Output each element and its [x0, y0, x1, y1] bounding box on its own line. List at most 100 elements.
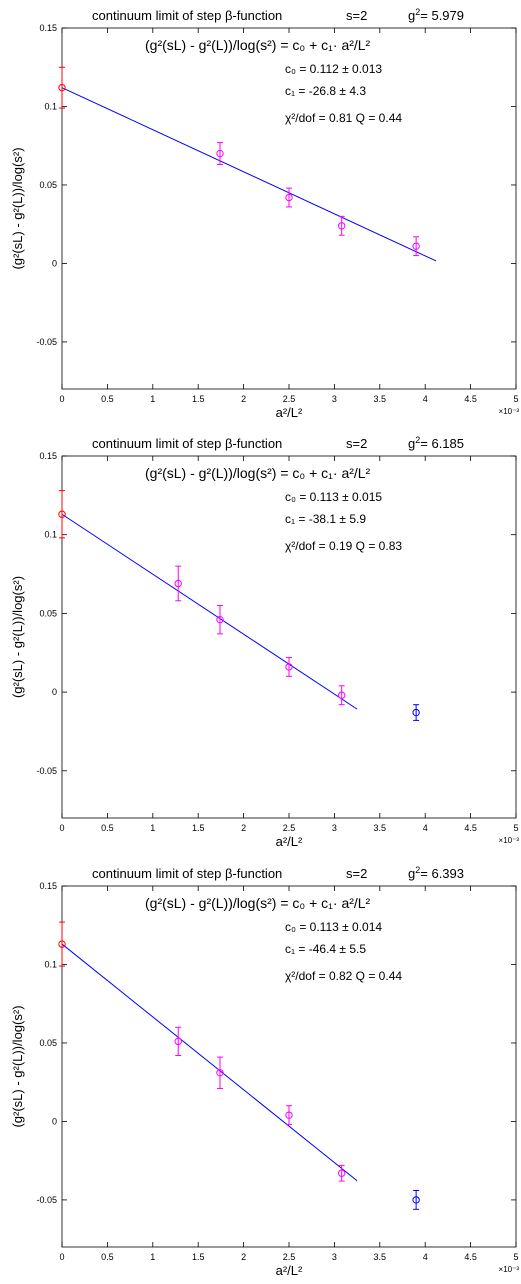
chart-title: continuum limit of step β-function — [92, 866, 282, 881]
chart-title: continuum limit of step β-function — [92, 436, 282, 451]
y-tick-label: -0.05 — [36, 337, 57, 347]
x-tick-label: 3 — [332, 823, 337, 833]
fitted-point — [337, 1164, 346, 1182]
data-marker — [412, 1196, 420, 1204]
x-tick-label: 0.5 — [101, 823, 114, 833]
x-tick-label: 2.5 — [283, 1252, 296, 1262]
x-tick-label: 4.5 — [464, 394, 477, 404]
y-tick-label: 0.05 — [39, 608, 57, 618]
s-label: s=2 — [346, 866, 367, 881]
x-tick-label: 3.5 — [374, 1252, 387, 1262]
fit-chi2: χ²/dof = 0.82 Q = 0.44 — [285, 969, 402, 983]
x-tick-label: 0.5 — [101, 1252, 114, 1262]
excluded-point — [412, 704, 420, 721]
x-axis-label: a²/L² — [276, 834, 303, 849]
x-axis-label: a²/L² — [276, 1263, 303, 1278]
x-tick-label: 1 — [150, 1252, 155, 1262]
y-axis-label: (g²(sL) - g²(L))/log(s²) — [10, 147, 25, 269]
x-tick-label: 1 — [150, 394, 155, 404]
y-tick-label: -0.05 — [36, 766, 57, 776]
x-tick-label: 2 — [241, 823, 246, 833]
data-marker — [216, 149, 224, 158]
x-multiplier: ×10⁻³ — [499, 407, 520, 416]
data-marker — [337, 222, 346, 230]
data-marker — [58, 940, 66, 948]
x-tick-label: 4 — [423, 1252, 428, 1262]
x-tick-label: 4 — [423, 394, 428, 404]
fit-formula: (g²(sL) - g²(L))/log(s²) = c₀ + c₁· a²/L… — [145, 37, 371, 53]
data-marker — [337, 691, 346, 699]
x-tick-label: 2.5 — [283, 394, 296, 404]
x-tick-label: 0.5 — [101, 394, 114, 404]
x-tick-label: 1.5 — [192, 823, 205, 833]
fitted-point — [174, 1026, 182, 1057]
data-marker — [58, 83, 66, 92]
fit-line — [61, 513, 358, 710]
plot-frame — [61, 27, 517, 390]
fitted-point — [216, 1056, 224, 1089]
data-marker — [216, 615, 224, 624]
x-tick-label: 5 — [513, 823, 518, 833]
data-marker — [285, 193, 293, 202]
x-tick-label: 3.5 — [374, 823, 387, 833]
fitted-point — [285, 1105, 293, 1126]
fitted-point — [285, 656, 293, 677]
chart-title: continuum limit of step β-function — [92, 8, 282, 23]
data-marker — [174, 579, 182, 588]
data-marker — [216, 1069, 224, 1077]
x-tick-label: 3 — [332, 1252, 337, 1262]
data-marker — [337, 1169, 346, 1177]
x-axis-label: a²/L² — [276, 405, 303, 420]
data-marker — [285, 1111, 293, 1119]
x-tick-label: 2.5 — [283, 823, 296, 833]
g2-label: g2= 5.979 — [408, 7, 464, 23]
fit-formula: (g²(sL) - g²(L))/log(s²) = c₀ + c₁· a²/L… — [145, 895, 371, 911]
fit-c0: c₀ = 0.112 ± 0.013 — [285, 62, 382, 76]
y-tick-label: -0.05 — [36, 1195, 57, 1205]
continuum-point — [58, 490, 66, 539]
g2-label: g2= 6.185 — [408, 435, 464, 451]
data-marker — [58, 510, 66, 518]
chart-panel-3: 0 0.5 1 1.5 2 2.5 3 3.5 4 4.5 5 -0.05 0 0.05 0.1 0.15 ×1… — [10, 865, 519, 1278]
data-marker — [412, 242, 420, 250]
y-tick-label: 0.15 — [39, 23, 57, 33]
y-axis-label: (g²(sL) - g²(L))/log(s²) — [10, 576, 25, 698]
x-tick-label: 2 — [241, 394, 246, 404]
x-multiplier: ×10⁻³ — [499, 836, 520, 845]
y-tick-label: 0 — [52, 1116, 57, 1126]
x-tick-label: 5 — [513, 1252, 518, 1262]
chart-panel-2: 0 0.5 1 1.5 2 2.5 3 3.5 4 4.5 5 -0.05 0 0.05 0.1 0.15 ×1… — [10, 435, 519, 849]
y-tick-label: 0.1 — [44, 530, 57, 540]
y-tick-label: 0.1 — [44, 101, 57, 111]
fitted-point — [337, 685, 346, 706]
fit-formula: (g²(sL) - g²(L))/log(s²) = c₀ + c₁· a²/L… — [145, 465, 371, 481]
fit-chi2: χ²/dof = 0.19 Q = 0.83 — [285, 539, 402, 553]
fitted-point — [174, 565, 182, 602]
g2-label: g2= 6.393 — [408, 865, 464, 881]
fit-chi2: χ²/dof = 0.81 Q = 0.44 — [285, 111, 402, 125]
s-label: s=2 — [346, 8, 367, 23]
fitted-point — [216, 605, 224, 635]
data-marker — [285, 663, 293, 671]
y-tick-label: 0.05 — [39, 1038, 57, 1048]
fit-c0: c₀ = 0.113 ± 0.014 — [285, 920, 382, 934]
fit-c1: c₁ = -46.4 ± 5.5 — [285, 942, 366, 956]
fit-c0: c₀ = 0.113 ± 0.015 — [285, 490, 382, 504]
data-marker — [412, 708, 420, 717]
x-tick-label: 5 — [513, 394, 518, 404]
y-tick-label: 0.05 — [39, 180, 57, 190]
fitted-point — [285, 187, 293, 208]
y-axis-label: (g²(sL) - g²(L))/log(s²) — [10, 1005, 25, 1127]
data-marker — [174, 1037, 182, 1046]
plot-frame — [61, 455, 517, 819]
x-tick-label: 4.5 — [464, 1252, 477, 1262]
x-multiplier: ×10⁻³ — [499, 1265, 520, 1274]
x-tick-label: 0 — [59, 394, 64, 404]
fit-c1: c₁ = -26.8 ± 4.3 — [285, 84, 366, 98]
y-tick-label: 0.1 — [44, 959, 57, 969]
x-tick-label: 4.5 — [464, 823, 477, 833]
x-tick-label: 1.5 — [192, 1252, 205, 1262]
continuum-point — [58, 921, 66, 967]
y-tick-label: 0 — [52, 687, 57, 697]
x-tick-label: 0 — [59, 823, 64, 833]
